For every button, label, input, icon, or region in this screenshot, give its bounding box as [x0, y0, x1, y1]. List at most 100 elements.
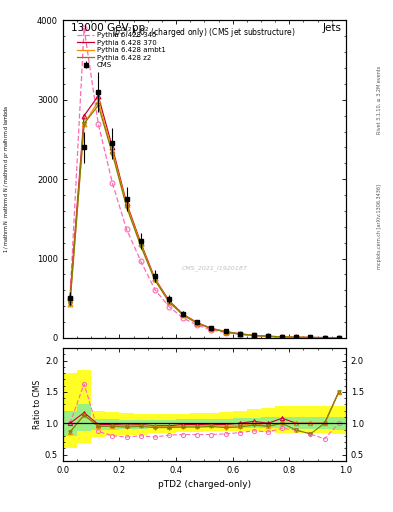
- Pythia 6.428 370: [252, 332, 256, 338]
- Pythia 6.428 z2: [223, 329, 228, 335]
- Bar: [204, 419, 219, 428]
- Line: Pythia 6.428 370: Pythia 6.428 370: [70, 96, 339, 338]
- Pythia 6.428 345: [167, 304, 171, 310]
- Pythia 6.428 345: [322, 335, 327, 341]
- Bar: [63, 411, 77, 436]
- Bar: [261, 417, 275, 428]
- Pythia 6.428 ambt1: [209, 326, 214, 332]
- Text: Jets: Jets: [323, 23, 342, 33]
- Pythia 6.428 ambt1: [336, 335, 341, 341]
- Pythia 6.428 345: [252, 333, 256, 339]
- Pythia 6.428 ambt1: [294, 334, 299, 340]
- Bar: [119, 413, 134, 435]
- Pythia 6.428 370: [152, 275, 157, 282]
- Legend: Pythia 6.428 345, Pythia 6.428 370, Pythia 6.428 ambt1, Pythia 6.428 z2, CMS: Pythia 6.428 345, Pythia 6.428 370, Pyth…: [75, 30, 168, 70]
- Pythia 6.428 345: [195, 322, 200, 328]
- X-axis label: pTD2 (charged-only): pTD2 (charged-only): [158, 480, 251, 489]
- Bar: [91, 419, 105, 430]
- Bar: [176, 414, 190, 432]
- Pythia 6.428 345: [280, 334, 285, 340]
- Bar: [219, 419, 233, 428]
- Pythia 6.428 345: [82, 26, 86, 32]
- Pythia 6.428 345: [308, 334, 313, 340]
- Pythia 6.428 370: [336, 335, 341, 341]
- Pythia 6.428 ambt1: [167, 298, 171, 304]
- Pythia 6.428 ambt1: [322, 334, 327, 340]
- Bar: [318, 407, 332, 433]
- Pythia 6.428 345: [237, 331, 242, 337]
- Bar: [289, 417, 303, 429]
- Pythia 6.428 345: [68, 295, 72, 301]
- Bar: [162, 420, 176, 428]
- Text: $(p_T^D)^2\lambda\_0^2$ (charged only) (CMS jet substructure): $(p_T^D)^2\lambda\_0^2$ (charged only) (…: [112, 25, 296, 40]
- Bar: [219, 412, 233, 432]
- Bar: [275, 407, 289, 433]
- Bar: [134, 420, 148, 429]
- Pythia 6.428 z2: [322, 334, 327, 340]
- Pythia 6.428 370: [110, 144, 115, 151]
- Bar: [247, 418, 261, 428]
- Pythia 6.428 345: [138, 258, 143, 264]
- Pythia 6.428 ambt1: [266, 333, 270, 339]
- Bar: [162, 415, 176, 433]
- Pythia 6.428 z2: [181, 312, 185, 318]
- Pythia 6.428 ambt1: [82, 121, 86, 127]
- Bar: [303, 407, 318, 433]
- Bar: [233, 411, 247, 432]
- Pythia 6.428 345: [266, 333, 270, 339]
- Bar: [233, 418, 247, 428]
- Pythia 6.428 z2: [82, 121, 86, 127]
- Pythia 6.428 370: [280, 334, 285, 340]
- Pythia 6.428 z2: [96, 102, 101, 109]
- Pythia 6.428 370: [294, 334, 299, 340]
- Pythia 6.428 370: [82, 113, 86, 119]
- Bar: [119, 420, 134, 429]
- Pythia 6.428 370: [68, 295, 72, 301]
- Pythia 6.428 345: [223, 329, 228, 335]
- Line: Pythia 6.428 345: Pythia 6.428 345: [70, 29, 339, 338]
- Pythia 6.428 370: [237, 331, 242, 337]
- Pythia 6.428 ambt1: [280, 334, 285, 340]
- Bar: [247, 409, 261, 432]
- Pythia 6.428 z2: [294, 334, 299, 340]
- Pythia 6.428 345: [152, 286, 157, 292]
- Pythia 6.428 370: [209, 325, 214, 331]
- Pythia 6.428 370: [124, 200, 129, 206]
- Bar: [148, 420, 162, 428]
- Pythia 6.428 ambt1: [181, 312, 185, 318]
- Pythia 6.428 z2: [252, 332, 256, 338]
- Pythia 6.428 z2: [68, 301, 72, 307]
- Pythia 6.428 370: [181, 311, 185, 317]
- Pythia 6.428 ambt1: [252, 332, 256, 338]
- Pythia 6.428 370: [167, 297, 171, 304]
- Pythia 6.428 345: [209, 327, 214, 333]
- Pythia 6.428 345: [96, 121, 101, 127]
- Pythia 6.428 370: [96, 93, 101, 99]
- Bar: [176, 419, 190, 428]
- Bar: [148, 415, 162, 433]
- Pythia 6.428 z2: [195, 320, 200, 326]
- Bar: [318, 417, 332, 429]
- Pythia 6.428 345: [294, 334, 299, 340]
- Pythia 6.428 ambt1: [124, 202, 129, 208]
- Pythia 6.428 z2: [308, 334, 313, 340]
- Bar: [190, 419, 204, 428]
- Pythia 6.428 z2: [167, 299, 171, 305]
- Pythia 6.428 345: [124, 226, 129, 232]
- Bar: [105, 419, 119, 430]
- Pythia 6.428 z2: [138, 243, 143, 249]
- Bar: [190, 413, 204, 432]
- Text: CMS_2021_I1920187: CMS_2021_I1920187: [182, 265, 248, 271]
- Pythia 6.428 ambt1: [138, 241, 143, 247]
- Pythia 6.428 z2: [237, 331, 242, 337]
- Text: mcplots.cern.ch [arXiv:1306.3436]: mcplots.cern.ch [arXiv:1306.3436]: [377, 184, 382, 269]
- Pythia 6.428 z2: [280, 334, 285, 340]
- Pythia 6.428 ambt1: [223, 329, 228, 335]
- Bar: [77, 404, 91, 431]
- Bar: [63, 373, 77, 449]
- Bar: [91, 411, 105, 437]
- Pythia 6.428 ambt1: [308, 334, 313, 340]
- Pythia 6.428 370: [223, 329, 228, 335]
- Bar: [134, 415, 148, 435]
- Pythia 6.428 z2: [110, 151, 115, 157]
